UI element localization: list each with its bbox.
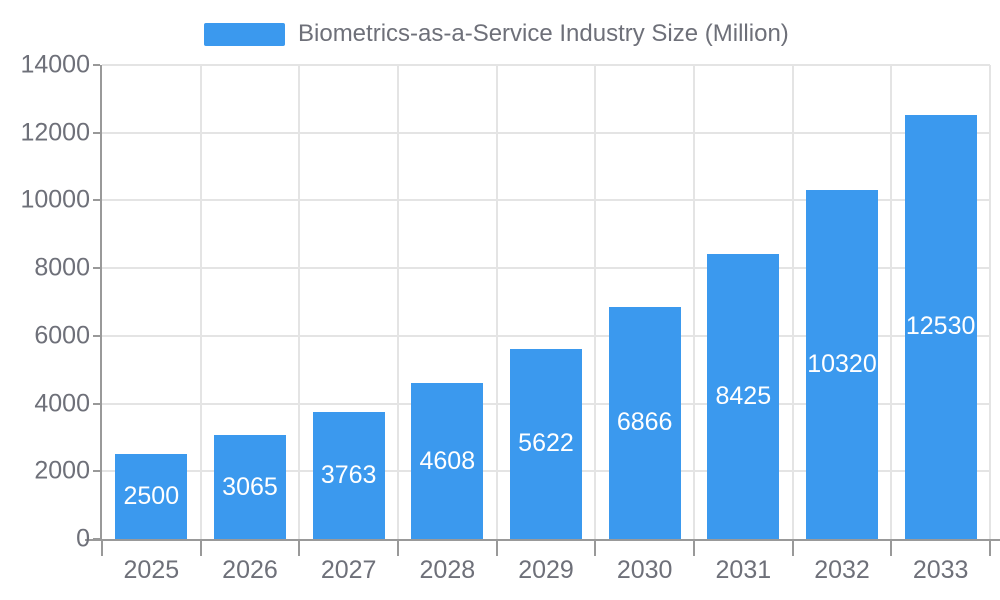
bar: 8425 [707,253,780,539]
x-axis-tick-label: 2029 [518,556,574,584]
x-axis-tick [495,541,498,556]
x-axis-tick-label: 2033 [912,556,969,584]
x-axis-tick-label: 2026 [222,556,278,584]
bar-value-label: 3065 [222,472,278,501]
gridline-horizontal [102,64,990,66]
x-axis-tick-label: 2025 [123,556,180,584]
bar-value-label: 4608 [419,446,476,475]
y-axis-tick [93,199,100,202]
x-axis-tick-label: 2028 [419,556,476,584]
y-axis-tick [93,402,100,405]
gridline-vertical [890,65,893,539]
bar: 5622 [509,348,582,539]
x-axis-tick [199,541,202,556]
bar: 10320 [805,189,878,539]
y-axis-tick-label: 8000 [34,253,90,282]
bar-value-label: 3763 [320,460,377,489]
bar-value-label: 8425 [715,381,772,410]
gridline-horizontal [102,199,990,202]
x-axis-line-extension [990,539,1000,541]
y-axis-tick [93,131,100,134]
y-axis-tick [93,538,100,540]
gridline-vertical [692,65,695,539]
x-axis-tick [692,541,695,556]
bar: 3065 [213,435,286,539]
x-axis-tick-label: 2027 [320,556,377,584]
bar-value-label: 5622 [518,429,574,458]
y-axis-tick-label: 12000 [20,118,90,147]
bar: 4608 [411,383,484,539]
gridline-vertical [199,65,202,539]
x-axis-tick [791,541,794,556]
legend-item[interactable]: Biometrics-as-a-Service Industry Size (M… [204,20,789,48]
x-axis-tick [989,541,991,556]
y-axis-tick [93,470,100,473]
gridline-vertical [298,65,301,539]
x-axis-tick [298,541,301,556]
y-axis-tick [93,64,100,66]
gridline-vertical [495,65,498,539]
bar-value-label: 10320 [807,349,877,378]
y-axis-tick [93,267,100,270]
gridline-horizontal [102,334,990,337]
bar-value-label: 2500 [123,482,180,511]
legend-label: Biometrics-as-a-Service Industry Size (M… [298,20,789,47]
gridline-vertical [791,65,794,539]
bar: 6866 [608,306,681,539]
gridline-vertical [396,65,399,539]
bar: 12530 [904,114,977,539]
x-axis-tick [101,541,103,556]
legend-swatch [204,22,285,46]
y-axis-tick-label: 0 [76,524,90,553]
x-axis-tick [594,541,597,556]
y-axis-tick-label: 6000 [34,321,90,350]
y-axis-tick-label: 2000 [34,456,90,485]
x-axis-line-extension [85,539,102,541]
x-axis-tick-label: 2032 [814,556,870,584]
gridline-horizontal [102,267,990,270]
x-axis-tick-label: 2031 [715,556,772,584]
gridline-vertical [989,65,991,539]
bar-value-label: 12530 [905,312,976,341]
y-axis-tick [93,334,100,337]
x-axis-tick [890,541,893,556]
y-axis-tick-label: 4000 [34,389,90,418]
bar: 3763 [312,411,385,539]
bar: 2500 [115,454,188,539]
plot-area: 0 2000 4000 6000 8000 10000 12000 14000 2025 2500… [20,52,1000,583]
gridline-horizontal [102,131,990,134]
x-axis-tick [396,541,399,556]
y-axis-tick-label: 14000 [20,50,90,79]
bar-value-label: 6866 [616,408,673,437]
y-axis-tick-label: 10000 [20,185,90,214]
x-axis-tick-label: 2030 [616,556,673,584]
gridline-vertical [594,65,597,539]
